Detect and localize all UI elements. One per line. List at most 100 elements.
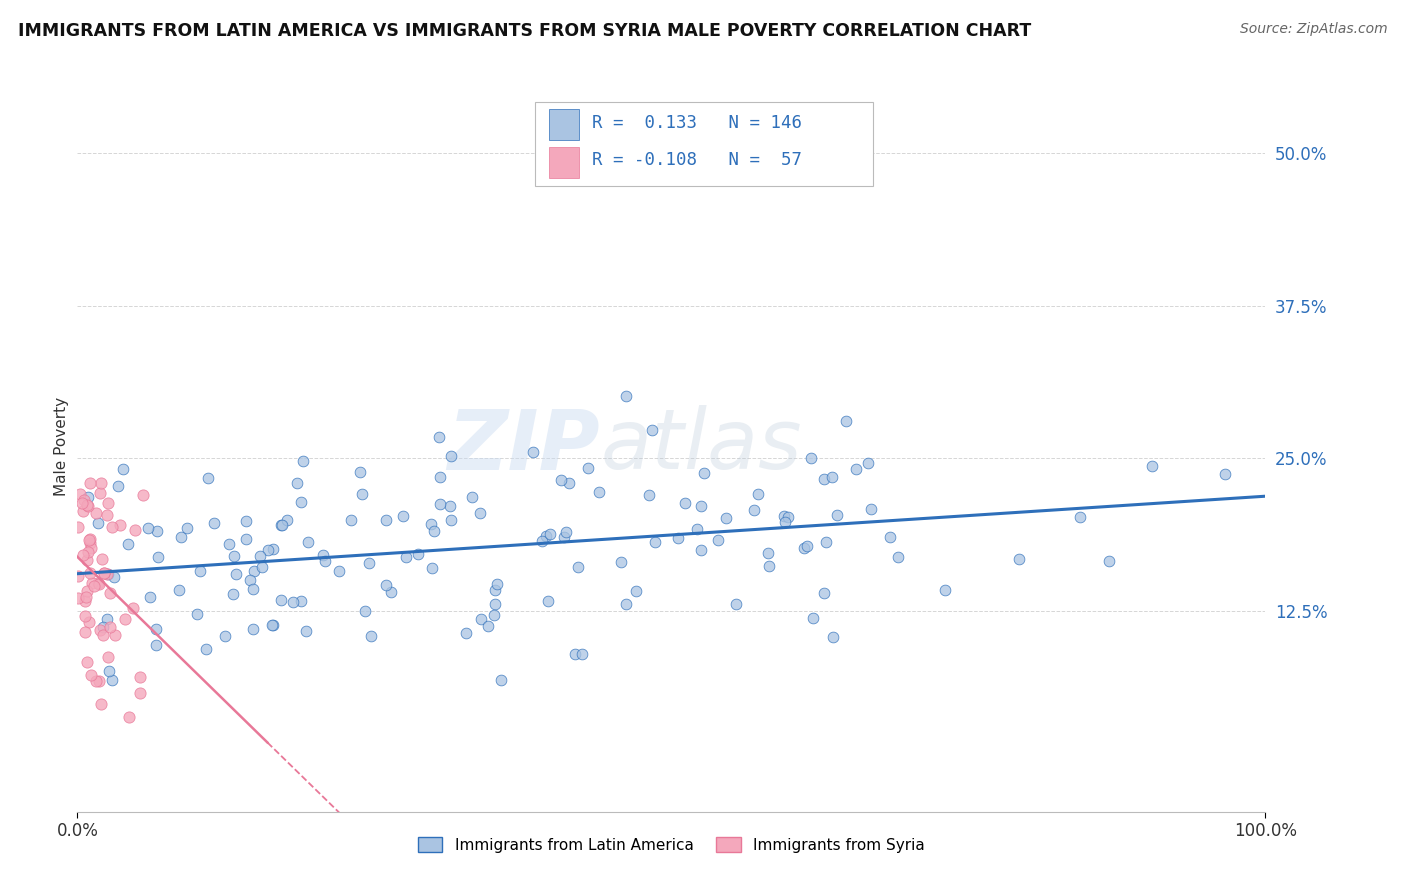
Point <box>1142 458 1164 473</box>
Point <box>484 583 506 598</box>
Point <box>224 549 246 564</box>
Point <box>522 445 544 459</box>
Point <box>440 513 463 527</box>
Point <box>422 524 444 538</box>
Point <box>103 569 125 583</box>
Point <box>644 535 666 549</box>
Point <box>79 535 101 549</box>
Point <box>145 622 167 636</box>
Text: Source: ZipAtlas.com: Source: ZipAtlas.com <box>1240 22 1388 37</box>
Point <box>110 518 132 533</box>
Point <box>75 591 97 605</box>
Point <box>114 612 136 626</box>
Point <box>879 530 901 544</box>
Point <box>813 586 835 600</box>
Point <box>482 608 505 623</box>
Point <box>242 582 264 596</box>
Point <box>86 576 108 591</box>
Point <box>104 628 127 642</box>
Point <box>294 624 316 639</box>
Point <box>148 550 170 565</box>
Point <box>567 559 589 574</box>
Point <box>136 521 159 535</box>
Point <box>87 674 110 689</box>
Point <box>214 629 236 643</box>
Point <box>796 540 818 554</box>
Point <box>270 593 292 607</box>
Point <box>96 508 118 523</box>
Point <box>614 597 637 611</box>
Point <box>80 541 103 556</box>
Point <box>70 496 93 510</box>
Point <box>297 535 319 549</box>
Point <box>1008 551 1031 566</box>
Point <box>243 564 266 578</box>
Point <box>77 499 100 513</box>
Point <box>859 501 882 516</box>
Point <box>186 607 208 621</box>
FancyBboxPatch shape <box>548 147 579 178</box>
Point <box>97 567 120 582</box>
Point <box>250 560 273 574</box>
Point <box>242 622 264 636</box>
Point <box>419 516 441 531</box>
Point <box>117 537 139 551</box>
Point <box>73 609 96 624</box>
Point <box>454 625 477 640</box>
Point <box>742 502 765 516</box>
Point <box>477 619 499 633</box>
Point <box>80 668 103 682</box>
Point <box>564 647 586 661</box>
Point <box>666 531 689 545</box>
Point <box>440 450 463 464</box>
Point <box>77 491 100 505</box>
Point <box>693 466 716 480</box>
Point <box>292 453 315 467</box>
Point <box>724 597 747 611</box>
Point <box>84 506 107 520</box>
Point <box>485 577 508 591</box>
Text: R = -0.108   N =  57: R = -0.108 N = 57 <box>592 152 801 169</box>
Point <box>91 620 114 634</box>
Point <box>641 423 664 437</box>
Point <box>75 594 97 608</box>
Point <box>69 487 91 501</box>
Point <box>98 586 121 600</box>
Point <box>283 595 305 609</box>
Point <box>392 508 415 523</box>
Point <box>886 550 908 565</box>
Point <box>145 638 167 652</box>
Point <box>91 628 114 642</box>
Text: ZIP: ZIP <box>447 406 600 486</box>
Point <box>359 556 381 570</box>
Point <box>374 513 396 527</box>
Point <box>218 537 240 551</box>
Point <box>530 533 553 548</box>
Point <box>170 530 193 544</box>
Point <box>758 558 780 573</box>
Point <box>801 611 824 625</box>
Point <box>815 534 838 549</box>
Point <box>557 475 579 490</box>
Point <box>835 414 858 428</box>
Point <box>76 553 98 567</box>
Legend: Immigrants from Latin America, Immigrants from Syria: Immigrants from Latin America, Immigrant… <box>412 831 931 859</box>
Point <box>86 516 108 531</box>
Point <box>439 499 461 513</box>
Point <box>534 528 557 542</box>
Point <box>76 655 98 669</box>
Point <box>375 578 398 592</box>
Point <box>571 647 593 661</box>
Point <box>638 488 661 502</box>
Point <box>90 475 112 490</box>
Point <box>79 566 101 580</box>
Point <box>129 686 152 700</box>
Point <box>934 582 956 597</box>
Point <box>124 523 146 537</box>
Point <box>239 573 262 587</box>
Point <box>624 583 647 598</box>
Point <box>97 496 120 510</box>
Point <box>101 520 124 534</box>
Point <box>176 521 198 535</box>
Point <box>312 548 335 562</box>
